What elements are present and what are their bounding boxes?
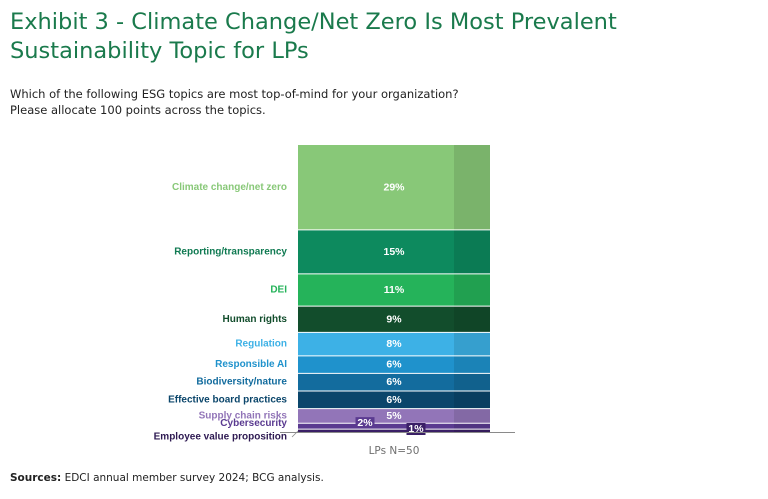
bar-segment-shade-biodiversity-nature (454, 373, 490, 391)
bar-segment-effective-board-practices (298, 391, 490, 409)
x-axis-label: LPs N=50 (369, 445, 420, 457)
bar-segment-shade-reporting-transparency (454, 229, 490, 274)
value-label-bg-cybersecurity (355, 417, 375, 430)
value-label-dei: 11% (384, 284, 405, 296)
category-label-supply-chain-risks: Supply chain risks (199, 410, 288, 421)
value-label-employee-value-proposition: 1% (408, 423, 424, 435)
bar-segment-climate-change-net-zero (298, 145, 490, 230)
value-label-supply-chain-risks: 5% (386, 410, 402, 422)
value-label-effective-board-practices: 6% (386, 394, 402, 406)
value-label-responsible-ai: 6% (386, 359, 402, 371)
source-text: EDCI annual member survey 2024; BCG anal… (64, 472, 324, 484)
category-label-cybersecurity: Cybersecurity (220, 418, 287, 429)
bar-segment-biodiversity-nature (298, 373, 490, 391)
value-label-climate-change-net-zero: 29% (383, 181, 405, 193)
bar-segment-human-rights (298, 306, 490, 333)
bar-segment-reporting-transparency (298, 229, 490, 274)
category-label-climate-change-net-zero: Climate change/net zero (172, 182, 287, 193)
value-label-reporting-transparency: 15% (383, 246, 405, 258)
category-label-biodiversity-nature: Biodiversity/nature (196, 377, 287, 388)
category-label-regulation: Regulation (235, 339, 287, 350)
subtitle-line-2: Please allocate 100 points across the to… (10, 103, 266, 117)
bar-segment-shade-regulation (454, 332, 490, 356)
bar-segment-cybersecurity (298, 423, 490, 430)
bar-segment-responsible-ai (298, 355, 490, 374)
bar-segment-shade-supply-chain-risks (454, 408, 490, 424)
category-label-employee-value-proposition: Employee value proposition (154, 432, 287, 443)
value-label-human-rights: 9% (386, 313, 402, 325)
category-label-reporting-transparency: Reporting/transparency (174, 246, 287, 257)
value-label-cybersecurity: 2% (357, 417, 373, 429)
stacked-bar-chart: Climate change/net zero 29% Reporting/tran… (154, 145, 515, 457)
bar-segment-shade-cybersecurity (454, 423, 490, 430)
subtitle-line-1: Which of the following ESG topics are mo… (10, 87, 459, 101)
chart-title: Exhibit 3 - Climate Change/Net Zero Is M… (10, 9, 617, 64)
source-label: Sources: (10, 472, 62, 484)
bar-segment-shade-effective-board-practices (454, 391, 490, 409)
bar-segment-supply-chain-risks (298, 408, 490, 424)
bar-segment-shade-dei (454, 273, 490, 307)
category-label-human-rights: Human rights (223, 314, 288, 325)
bar-segment-dei (298, 273, 490, 307)
category-label-dei: DEI (270, 284, 287, 295)
source-note: Sources: EDCI annual member survey 2024;… (10, 472, 324, 484)
bar-segment-employee-value-proposition (298, 429, 490, 432)
leader-line-employee-value-proposition (291, 430, 299, 438)
bar-segment-regulation (298, 332, 490, 356)
chart-subtitle: Which of the following ESG topics are mo… (10, 86, 610, 118)
category-label-responsible-ai: Responsible AI (215, 359, 287, 370)
value-label-regulation: 8% (386, 338, 402, 350)
bar-segment-shade-employee-value-proposition (454, 429, 490, 432)
category-label-effective-board-practices: Effective board practices (168, 394, 287, 405)
bar-segment-shade-responsible-ai (454, 355, 490, 374)
value-label-biodiversity-nature: 6% (386, 376, 402, 388)
bar-segment-shade-human-rights (454, 306, 490, 333)
bar-segment-shade-climate-change-net-zero (454, 145, 490, 230)
